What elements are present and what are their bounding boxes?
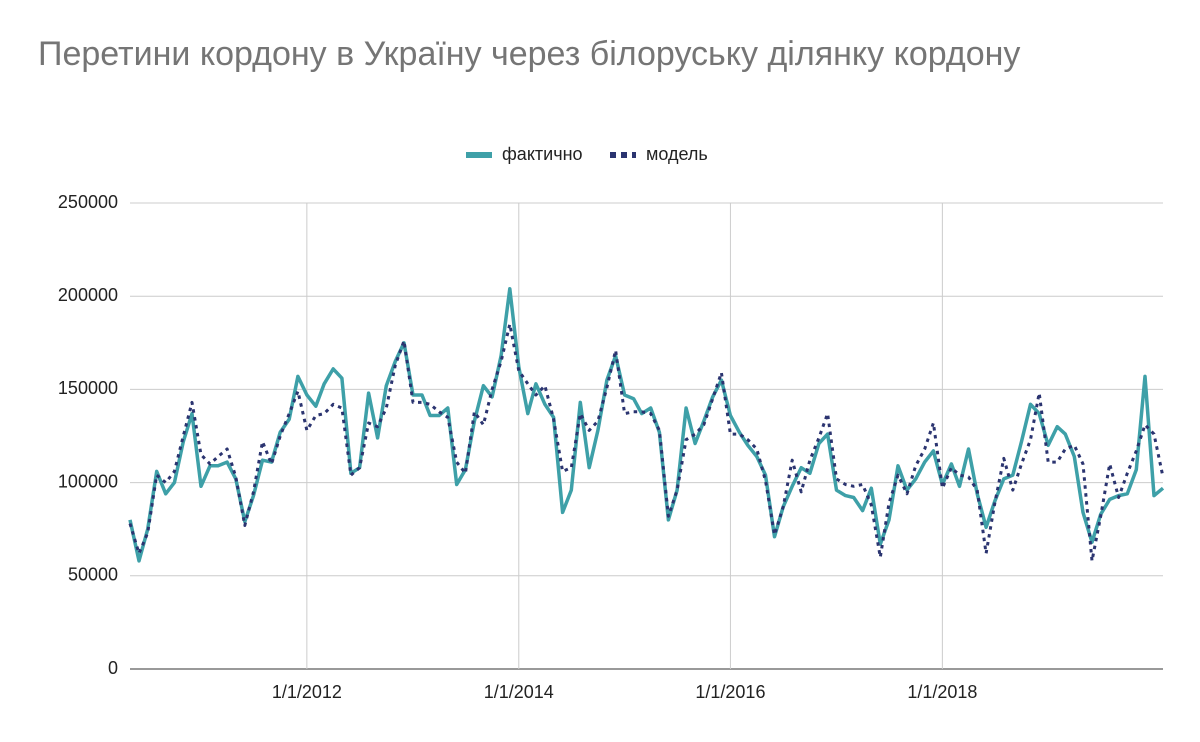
legend-label: фактично bbox=[502, 144, 583, 164]
legend-label: модель bbox=[646, 144, 708, 164]
x-tick-label: 1/1/2018 bbox=[907, 682, 977, 702]
x-tick-label: 1/1/2012 bbox=[272, 682, 342, 702]
x-tick-label: 1/1/2014 bbox=[484, 682, 554, 702]
y-tick-label: 200000 bbox=[58, 285, 118, 305]
y-tick-label: 0 bbox=[108, 658, 118, 678]
series-line bbox=[128, 286, 1165, 563]
y-tick-label: 250000 bbox=[58, 192, 118, 212]
x-tick-label: 1/1/2016 bbox=[695, 682, 765, 702]
chart-title: Перетини кордону в Україну через білорус… bbox=[38, 35, 1021, 73]
y-tick-label: 150000 bbox=[58, 378, 118, 398]
y-tick-label: 100000 bbox=[58, 471, 118, 491]
series-line bbox=[128, 322, 1165, 563]
y-tick-label: 50000 bbox=[68, 565, 118, 585]
